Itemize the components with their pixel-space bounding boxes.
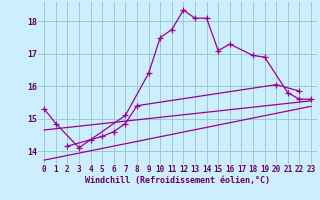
X-axis label: Windchill (Refroidissement éolien,°C): Windchill (Refroidissement éolien,°C) (85, 176, 270, 185)
